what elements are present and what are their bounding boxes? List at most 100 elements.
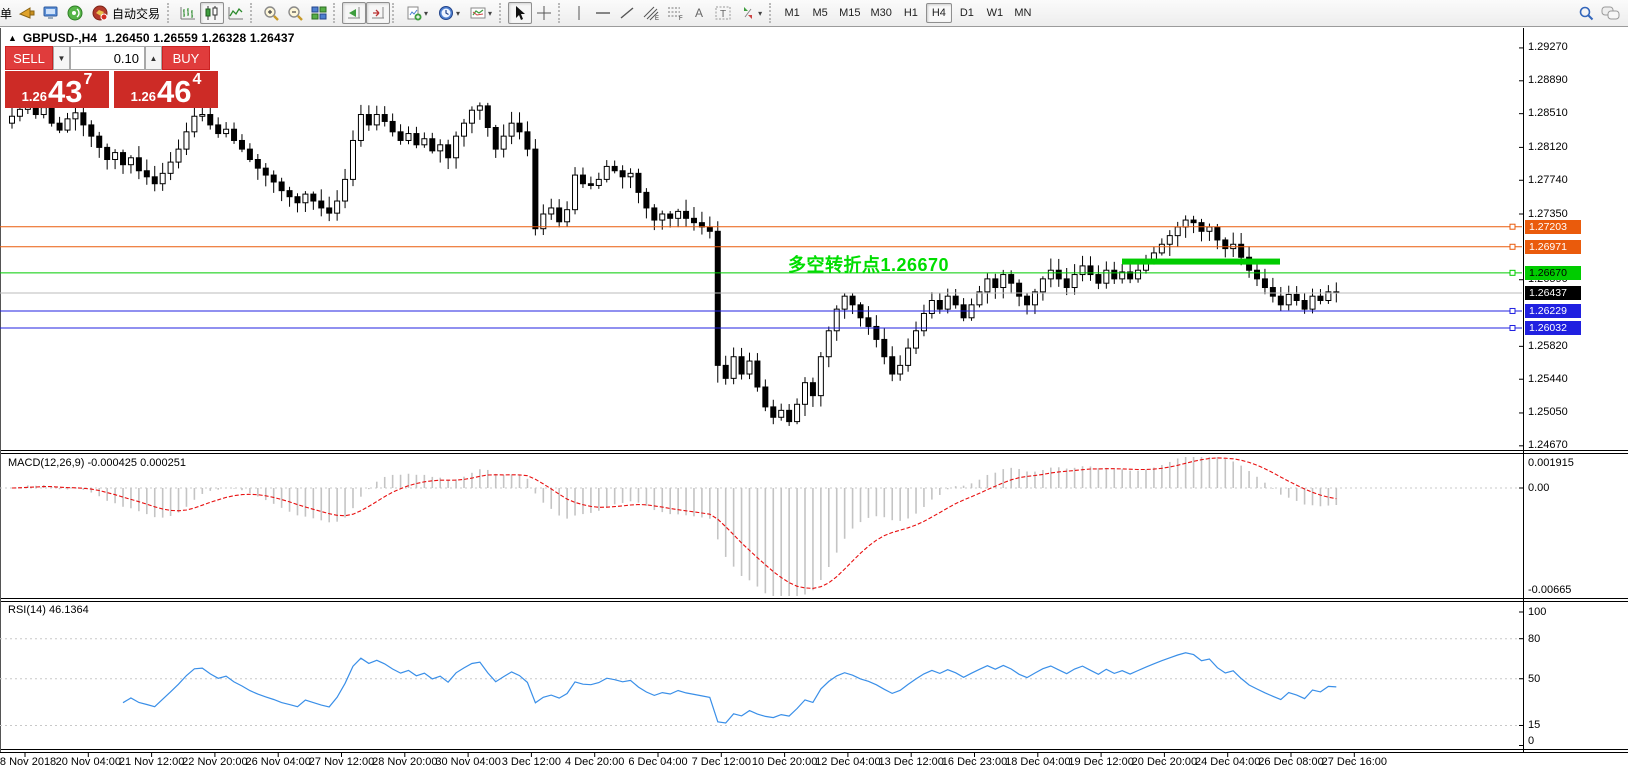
equidistant-channel-icon: E: [643, 6, 659, 21]
periods-button[interactable]: ▾: [433, 2, 465, 24]
text-label-button[interactable]: T: [711, 2, 735, 24]
rsi-axis-label: 80: [1528, 632, 1541, 645]
time-axis-label: 6 Dec 04:00: [628, 756, 688, 768]
timeframe-button-m1[interactable]: M1: [784, 7, 800, 19]
macd-histogram: [19, 457, 1338, 596]
toolbar-separator: [167, 3, 174, 23]
macd-axis-min: -0.00665: [1528, 584, 1572, 596]
timeframe-button-h4[interactable]: H4: [925, 3, 952, 23]
price-tick-label: 1.24670: [1528, 439, 1568, 452]
auto-scroll-icon: [348, 7, 361, 19]
new-order-button[interactable]: 单: [0, 6, 13, 21]
buy-price-sup: 4: [192, 71, 202, 88]
time-axis-label: 30 Nov 04:00: [435, 756, 501, 768]
timeframe-button-w1[interactable]: W1: [986, 7, 1004, 19]
bold-green-trend-segment[interactable]: [1122, 258, 1280, 265]
price-badge: 1.27203: [1525, 219, 1581, 234]
crosshair-button[interactable]: [532, 2, 556, 24]
buy-price-display[interactable]: 1.26 46 4: [114, 71, 218, 108]
chart-shift-button[interactable]: [366, 2, 391, 24]
rsi-axis-label: 50: [1528, 672, 1541, 685]
price-tick-label: 1.25440: [1528, 372, 1568, 385]
zoom-in-button[interactable]: [259, 2, 283, 24]
macd-axis-zero: 0.00: [1528, 482, 1550, 494]
template-icon: [470, 7, 486, 19]
text-label-icon: T: [715, 6, 731, 20]
tile-windows-button[interactable]: [307, 2, 331, 24]
macd-signal-line: [11, 457, 1337, 589]
price-tick-label: 1.28510: [1528, 107, 1568, 120]
macd-indicator-label: MACD(12,26,9) -0.000425 0.000251: [8, 457, 186, 469]
collapse-panel-arrow[interactable]: ▲: [8, 33, 17, 43]
bar-chart-button[interactable]: [176, 2, 200, 24]
time-axis-label: 18 Dec 04:00: [1005, 756, 1071, 768]
sell-button[interactable]: SELL: [5, 46, 53, 70]
one-click-trading-panel: SELL ▼ 0.10 ▲ BUY 1.26 43 7 1.26 46 4: [5, 46, 218, 108]
chart-shift-icon: [372, 7, 385, 19]
timeframe-group: M1 M5 M15 M30 H1 H4 D1 W1 MN: [778, 3, 1037, 23]
horizontal-lines[interactable]: [0, 223, 1523, 332]
autotrade-button[interactable]: 自动交易: [87, 2, 165, 24]
signal-button[interactable]: [63, 2, 87, 24]
time-axis-label: 16 Dec 23:00: [941, 756, 1008, 768]
rsi-axis-label: 15: [1528, 719, 1541, 732]
fibonacci-button[interactable]: F: [663, 2, 687, 24]
price-tick-label: 1.29270: [1528, 41, 1568, 54]
time-axis-label: 13 Dec 12:00: [878, 756, 944, 768]
time-axis-label: 20 Dec 20:00: [1131, 756, 1198, 768]
timeframe-button-m15[interactable]: M15: [839, 7, 861, 19]
volume-input[interactable]: 0.10: [70, 46, 145, 70]
chevron-down-icon: ▾: [456, 8, 461, 18]
add-indicator-icon: [407, 6, 422, 21]
timeframe-button-m30[interactable]: M30: [870, 7, 892, 19]
line-chart-button[interactable]: [224, 2, 248, 24]
horn-button[interactable]: [15, 2, 39, 24]
timeframe-button-h1[interactable]: H1: [903, 7, 918, 19]
arrows-button[interactable]: ▾: [735, 2, 767, 24]
price-tick-label: 1.28120: [1528, 140, 1568, 153]
chevron-down-icon: ▾: [488, 8, 493, 18]
search-button[interactable]: [1574, 2, 1598, 24]
horizontal-line-button[interactable]: [591, 2, 615, 24]
vertical-line-button[interactable]: [567, 2, 591, 24]
tile-windows-icon: [311, 6, 327, 20]
time-axis-label: 18 Nov 2018: [0, 756, 57, 768]
price-tick-label: 1.28890: [1528, 74, 1568, 87]
chat-button[interactable]: [1598, 2, 1622, 24]
time-axis-label: 3 Dec 12:00: [501, 756, 562, 768]
timeframe-button-mn[interactable]: MN: [1014, 7, 1032, 19]
trendline-icon: [620, 7, 634, 19]
time-axis-label: 21 Nov 12:00: [118, 756, 185, 768]
candlestick-chart-button[interactable]: [200, 2, 225, 24]
crosshair-icon: [537, 6, 552, 20]
svg-text:F: F: [679, 16, 683, 21]
terminal-button[interactable]: [39, 2, 63, 24]
equidistant-channel-button[interactable]: E: [639, 2, 663, 24]
templates-button[interactable]: ▾: [465, 2, 497, 24]
buy-price-prefix: 1.26: [130, 88, 156, 104]
trendline-button[interactable]: [615, 2, 639, 24]
text-button[interactable]: A: [687, 2, 711, 24]
svg-text:E: E: [655, 16, 659, 21]
buy-button[interactable]: BUY: [162, 46, 210, 70]
time-axis-label: 19 Dec 12:00: [1068, 756, 1134, 768]
time-axis-label: 24 Dec 04:00: [1194, 756, 1261, 768]
price-badge: 1.26670: [1525, 265, 1581, 280]
cursor-icon: [516, 6, 526, 20]
auto-scroll-button[interactable]: [342, 2, 367, 24]
signal-icon: [67, 5, 83, 21]
sell-price-display[interactable]: 1.26 43 7: [5, 71, 109, 108]
time-axis-label: 12 Dec 04:00: [815, 756, 881, 768]
volume-increase-button[interactable]: ▲: [145, 46, 162, 70]
rsi-line: [122, 652, 1337, 724]
indicators-button[interactable]: ▾: [401, 2, 433, 24]
volume-decrease-button[interactable]: ▼: [53, 46, 70, 70]
chart-annotation-text[interactable]: 多空转折点1.26670: [788, 255, 950, 275]
symbol-period-label: GBPUSD-,H4: [22, 31, 97, 45]
cursor-button[interactable]: [508, 2, 533, 24]
timeframe-button-d1[interactable]: D1: [959, 7, 974, 19]
toolbar-separator: [333, 3, 340, 23]
zoom-out-button[interactable]: [283, 2, 307, 24]
timeframe-button-m5[interactable]: M5: [812, 7, 828, 19]
